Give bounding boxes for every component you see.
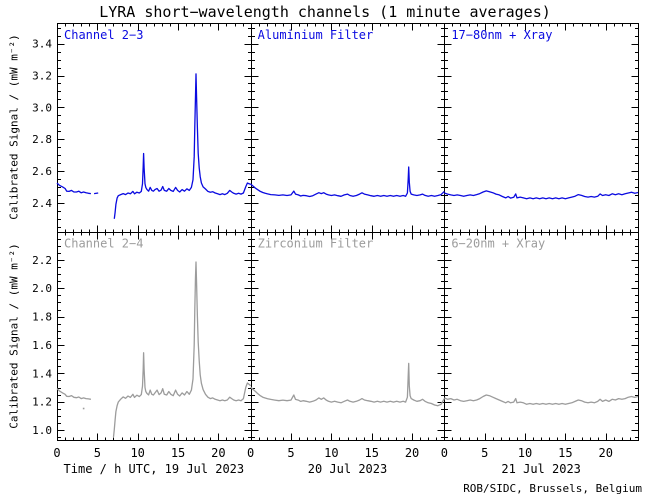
series-channel-2-4 [56,261,639,437]
panel-label: Channel 2−4 [64,237,143,251]
x-tick-label: 10 [518,446,532,460]
tick-marks [57,23,639,441]
panel-label: 17−80nm + Xray [451,28,552,42]
x-tick-label: 10 [130,446,144,460]
y-tick-label: 1.0 [32,424,52,437]
x-tick-label: 15 [364,446,378,460]
panel-frames [57,23,639,441]
data-trace [56,182,91,195]
panel-label: 6−20nm + Xray [451,237,545,251]
y-tick-label: 2.6 [32,165,52,178]
series-channel-2-3 [56,73,639,219]
y-tick-label: 3.2 [32,70,52,83]
x-tick-label: 20 [211,446,225,460]
y-tick-label: 2.0 [32,282,52,295]
panel-label: Zirconium Filter [258,237,374,251]
x-tick-label: 15 [558,446,572,460]
x-tick-label: 20 [405,446,419,460]
x-tick-label: 0 [441,446,448,460]
y-tick-label: 2.8 [32,133,52,146]
data-trace [113,73,251,219]
x-axis-date-label: Time / h UTC, 19 Jul 2023 [64,462,245,476]
data-trace [112,261,252,437]
x-tick-label: 5 [94,446,101,460]
y-axis-label-top: Calibrated Signal / (mW m⁻²) [7,34,21,220]
data-trace [250,362,445,407]
credit-text: ROB/SIDC, Brussels, Belgium [463,482,642,495]
x-axis-date-label: 20 Jul 2023 [308,462,387,476]
axis-labels: Channel 2−3 Aluminium Filter 17−80nm + Xra… [32,28,642,495]
x-tick-label: 0 [247,446,254,460]
axes-frame [57,23,639,441]
chart-title: LYRA short−wavelength channels (1 minute… [99,3,551,21]
data-trace [94,192,99,195]
x-tick-label: 5 [481,446,488,460]
y-tick-label: 1.4 [32,367,52,380]
x-tick-label: 10 [324,446,338,460]
x-tick-label: 15 [171,446,185,460]
x-tick-label: 5 [287,446,294,460]
panel-label: Channel 2−3 [64,28,143,42]
panel-label: Aluminium Filter [258,28,374,42]
y-tick-label: 1.8 [32,311,52,324]
y-tick-label: 1.6 [32,339,52,352]
data-trace [444,394,639,405]
data-trace [250,166,445,198]
y-tick-label: 3.0 [32,101,52,114]
y-tick-label: 2.2 [32,254,52,267]
data-trace [444,190,639,200]
x-tick-label: 0 [53,446,60,460]
x-axis-date-label: 21 Jul 2023 [501,462,580,476]
y-tick-label: 3.4 [32,38,52,51]
data-point [82,407,85,410]
y-axis-label-bottom: Calibrated Signal / (mW m⁻²) [7,243,21,429]
y-tick-label: 2.4 [32,197,52,210]
y-tick-label: 1.2 [32,396,52,409]
data-trace [56,388,92,400]
x-tick-label: 20 [598,446,612,460]
